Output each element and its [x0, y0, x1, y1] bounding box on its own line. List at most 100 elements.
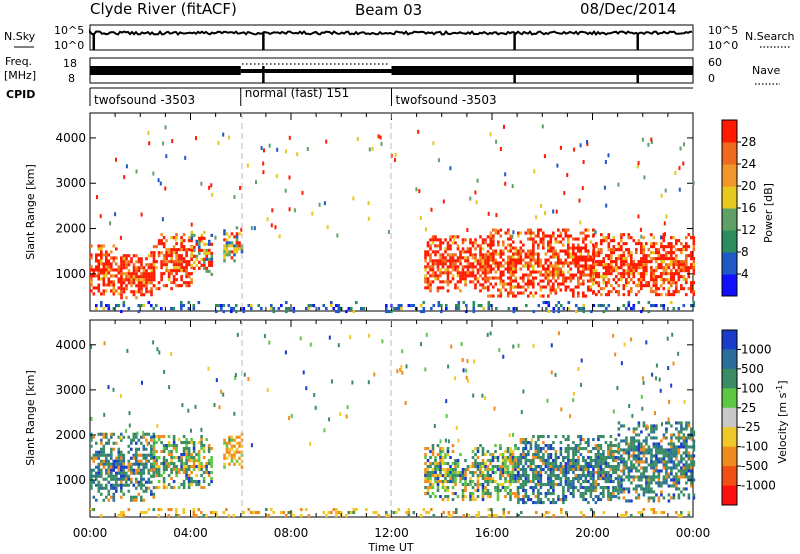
power-colorbar-band-1	[722, 252, 737, 275]
x-tick-label-4: 16:00	[475, 526, 510, 540]
velocity-ytick-label-0: 1000	[55, 473, 86, 487]
velocity-ytick-label-1: 2000	[55, 428, 86, 442]
cpid-label: CPID	[6, 88, 35, 101]
x-tick-labels: 00:00 04:00 08:00 12:00 16:00 20:00 00:00	[73, 526, 711, 540]
power-colorbar-band-3	[722, 208, 737, 231]
velocity-colorbar-tick-5: -100	[741, 440, 768, 454]
velocity-region-3	[424, 444, 520, 502]
power-colorbar-tick-3: 16	[741, 201, 756, 215]
velocity-colorbar-label: Velocity [m s-1]	[775, 380, 789, 463]
power-colorbar-band-7	[722, 120, 737, 143]
velocity-colorbar-band-4	[722, 407, 737, 428]
power-region-0	[90, 244, 123, 296]
velocity-colorbar-band-0	[722, 330, 737, 350]
power-region-5	[424, 235, 490, 293]
power-ytick-label-1: 2000	[55, 222, 86, 236]
power-colorbar-tick-6: 28	[741, 135, 756, 149]
velocity-x-ticks	[89, 320, 694, 517]
nave-label: Nave	[752, 64, 780, 77]
power-colorbar-tick-2: 12	[741, 223, 756, 237]
velocity-panel: 1000 2000 3000 4000 Slant Range [km]	[24, 319, 696, 518]
x-tick-label-1: 04:00	[173, 526, 208, 540]
freq-left-tick-bottom: 8	[68, 72, 75, 85]
power-colorbar-label: Power [dB]	[762, 183, 775, 243]
power-sparse-echoes	[96, 124, 695, 242]
power-colorbar-band-0	[722, 274, 737, 297]
power-colorbar-tick-4: 20	[741, 179, 756, 193]
velocity-region-6	[90, 508, 691, 518]
velocity-colorbar-tick-4: -25	[741, 420, 761, 434]
velocity-y-axis-label: Slant Range [km]	[24, 370, 37, 466]
power-colorbar-tick-5: 24	[741, 157, 756, 171]
velocity-sparse-echoes	[90, 331, 693, 448]
velocity-colorbar-band-8	[722, 485, 737, 506]
freq-band-segment-1	[391, 66, 693, 75]
power-region-8	[95, 301, 696, 314]
x-tick-label-3: 12:00	[374, 526, 409, 540]
nsky-drops	[92, 33, 639, 50]
power-ytick-label-3: 4000	[55, 131, 86, 145]
power-x-ticks	[89, 113, 694, 311]
velocity-colorbar-band-2	[722, 368, 737, 389]
freq-right-tick-bottom: 0	[708, 72, 715, 85]
freq-left-label-2: [MHz]	[4, 69, 36, 82]
cpid-segment-1: normal (fast) 151	[245, 86, 349, 100]
nsky-left-tick-bottom: 10^0	[54, 39, 84, 52]
velocity-colorbar-tick-2: 100	[741, 381, 764, 395]
power-colorbar-tick-0: 4	[741, 267, 749, 281]
velocity-colorbar-tick-1: 500	[741, 362, 764, 376]
freq-band	[90, 66, 693, 83]
nsky-left-tick-top: 10^5	[54, 24, 84, 37]
nsky-series	[89, 29, 693, 37]
velocity-colorbar-band-5	[722, 427, 737, 448]
nsky-panel-frame	[89, 24, 694, 51]
velocity-colorbar-band-7	[722, 466, 737, 487]
power-ytick-label-0: 1000	[55, 267, 86, 281]
x-axis-label: Time UT	[367, 541, 413, 554]
x-tick-label-2: 08:00	[274, 526, 309, 540]
velocity-heatmap	[90, 331, 696, 518]
velocity-region-1	[152, 435, 213, 490]
freq-band-segment-0	[90, 66, 241, 75]
beam-title: Beam 03	[355, 1, 422, 19]
power-region-2	[152, 233, 193, 291]
cpid-segment-0: twofsound -3503	[94, 93, 195, 107]
velocity-ytick-label-2: 3000	[55, 383, 86, 397]
power-colorbar-tick-1: 8	[741, 245, 749, 259]
freq-left-label-1: Freq.	[5, 55, 32, 68]
velocity-colorbar-band-3	[722, 388, 737, 409]
power-y-ticks: 1000 2000 3000 4000	[55, 131, 693, 281]
velocity-colorbar-tick-7: -1000	[741, 479, 776, 493]
velocity-y-ticks: 1000 2000 3000 4000	[55, 338, 693, 487]
freq-right-tick-top: 60	[708, 56, 722, 69]
x-tick-label-5: 20:00	[575, 526, 610, 540]
power-colorbar: 4 8 12 16 20 24 28	[721, 119, 756, 297]
velocity-region-4	[517, 435, 620, 505]
power-y-axis-label: Slant Range [km]	[24, 164, 37, 260]
power-ytick-label-2: 3000	[55, 176, 86, 190]
nsky-left-label: N.Sky	[4, 30, 36, 43]
nsky-right-tick-bottom: 10^0	[708, 39, 738, 52]
velocity-colorbar-tick-3: 25	[741, 401, 756, 415]
power-colorbar-band-2	[722, 230, 737, 253]
power-region-6	[487, 228, 595, 298]
x-tick-label-6: 00:00	[676, 526, 711, 540]
cpid-segment-2: twofsound -3503	[396, 93, 497, 107]
nsky-right-label: N.Search	[745, 30, 795, 43]
power-region-7	[592, 233, 696, 297]
freq-band-segment-fast	[240, 69, 392, 73]
velocity-colorbar-tick-0: 1000	[741, 342, 772, 356]
velocity-colorbar: 1000 500 100 25 -25 -100 -500 -1000	[721, 329, 776, 506]
velocity-region-5	[617, 421, 696, 503]
velocity-colorbar-tick-6: -500	[741, 459, 768, 473]
power-colorbar-band-6	[722, 142, 737, 165]
power-heatmap	[90, 124, 696, 314]
power-colorbar-band-5	[722, 164, 737, 187]
nsky-right-tick-top: 10^5	[708, 24, 738, 37]
date-title: 08/Dec/2014	[580, 0, 676, 18]
freq-left-tick-top: 18	[63, 57, 77, 70]
power-panel: 1000 2000 3000 4000 Slant Range [km]	[24, 112, 696, 314]
cpid-bar: twofsound -3503 normal (fast) 151 twofsoun…	[89, 86, 693, 107]
velocity-ytick-label-3: 4000	[55, 338, 86, 352]
